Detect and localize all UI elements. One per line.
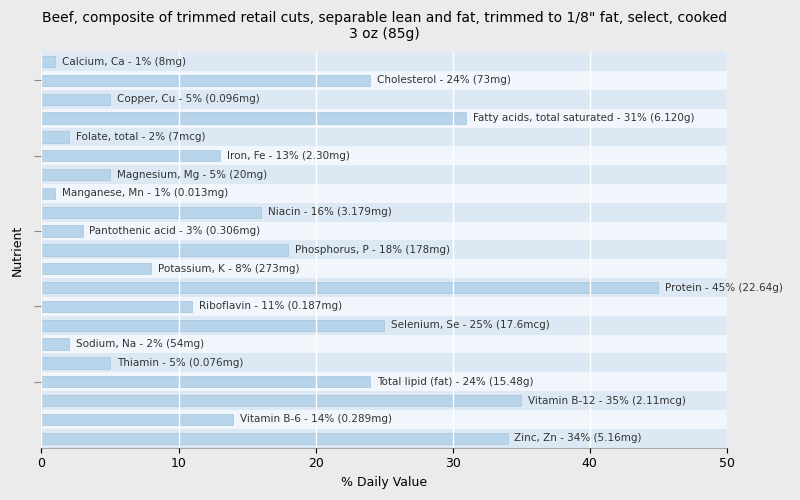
Bar (42, 357, 110, 368)
Text: Total lipid (fat) - 24% (15.48g): Total lipid (fat) - 24% (15.48g) (378, 376, 534, 386)
Text: Sodium, Na - 2% (54mg): Sodium, Na - 2% (54mg) (76, 339, 204, 349)
Text: Thiamin - 5% (0.076mg): Thiamin - 5% (0.076mg) (117, 358, 243, 368)
Bar (42, 354, 727, 372)
Bar (42, 132, 69, 142)
Bar (42, 71, 727, 90)
Text: Vitamin B-6 - 14% (0.289mg): Vitamin B-6 - 14% (0.289mg) (240, 414, 392, 424)
Bar (42, 146, 727, 165)
Bar (42, 320, 384, 331)
Bar (42, 206, 261, 218)
Bar (42, 150, 220, 162)
Bar (42, 56, 55, 68)
Bar (42, 203, 727, 222)
Text: Calcium, Ca - 1% (8mg): Calcium, Ca - 1% (8mg) (62, 56, 186, 66)
Text: Protein - 45% (22.64g): Protein - 45% (22.64g) (665, 282, 783, 292)
Bar (42, 226, 82, 236)
Bar (42, 222, 727, 240)
Text: Manganese, Mn - 1% (0.013mg): Manganese, Mn - 1% (0.013mg) (62, 188, 228, 198)
Bar (42, 278, 727, 297)
Bar (42, 165, 727, 184)
Bar (42, 372, 727, 391)
Bar (42, 297, 727, 316)
X-axis label: % Daily Value: % Daily Value (341, 476, 427, 489)
Bar (42, 263, 151, 274)
Text: Copper, Cu - 5% (0.096mg): Copper, Cu - 5% (0.096mg) (117, 94, 260, 104)
Bar (42, 334, 727, 353)
Text: Niacin - 16% (3.179mg): Niacin - 16% (3.179mg) (268, 207, 391, 217)
Title: Beef, composite of trimmed retail cuts, separable lean and fat, trimmed to 1/8" : Beef, composite of trimmed retail cuts, … (42, 11, 726, 42)
Bar (42, 410, 727, 429)
Bar (42, 395, 522, 406)
Text: Folate, total - 2% (7mcg): Folate, total - 2% (7mcg) (76, 132, 206, 142)
Bar (42, 52, 727, 71)
Text: Fatty acids, total saturated - 31% (6.120g): Fatty acids, total saturated - 31% (6.12… (474, 113, 694, 123)
Text: Phosphorus, P - 18% (178mg): Phosphorus, P - 18% (178mg) (295, 245, 450, 255)
Bar (42, 432, 507, 444)
Text: Zinc, Zn - 34% (5.16mg): Zinc, Zn - 34% (5.16mg) (514, 433, 642, 443)
Bar (42, 282, 658, 293)
Text: Riboflavin - 11% (0.187mg): Riboflavin - 11% (0.187mg) (199, 302, 342, 312)
Bar (42, 75, 370, 86)
Text: Magnesium, Mg - 5% (20mg): Magnesium, Mg - 5% (20mg) (117, 170, 267, 179)
Bar (42, 108, 727, 128)
Bar (42, 128, 727, 146)
Text: Potassium, K - 8% (273mg): Potassium, K - 8% (273mg) (158, 264, 299, 274)
Text: Vitamin B-12 - 35% (2.11mcg): Vitamin B-12 - 35% (2.11mcg) (528, 396, 686, 406)
Bar (42, 90, 727, 108)
Text: Iron, Fe - 13% (2.30mg): Iron, Fe - 13% (2.30mg) (226, 151, 350, 161)
Bar (42, 376, 370, 388)
Bar (42, 316, 727, 334)
Bar (42, 184, 727, 203)
Text: Pantothenic acid - 3% (0.306mg): Pantothenic acid - 3% (0.306mg) (90, 226, 261, 236)
Y-axis label: Nutrient: Nutrient (11, 224, 24, 276)
Bar (42, 112, 466, 124)
Bar (42, 240, 727, 260)
Bar (42, 94, 110, 105)
Bar (42, 260, 727, 278)
Bar (42, 391, 727, 410)
Text: Cholesterol - 24% (73mg): Cholesterol - 24% (73mg) (378, 76, 511, 86)
Bar (42, 338, 69, 349)
Bar (42, 429, 727, 448)
Bar (42, 169, 110, 180)
Bar (42, 188, 55, 199)
Text: Selenium, Se - 25% (17.6mcg): Selenium, Se - 25% (17.6mcg) (391, 320, 550, 330)
Bar (42, 414, 234, 425)
Bar (42, 300, 192, 312)
Bar (42, 244, 288, 256)
